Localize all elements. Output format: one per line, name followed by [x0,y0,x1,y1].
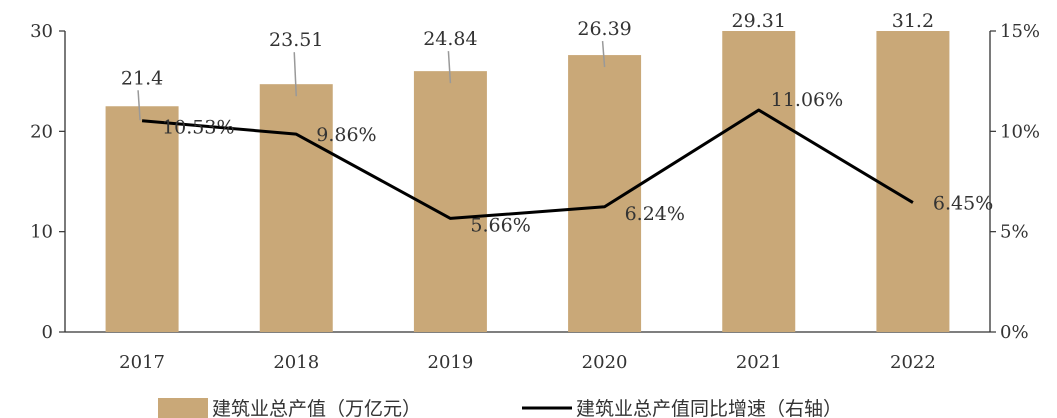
bar-label-leader [137,90,141,121]
bar [722,31,796,332]
legend-label-bars: 建筑业总产值（万亿元） [212,398,421,418]
bar-label-leader [293,52,297,97]
bar [105,106,179,332]
bar-label-leader [447,51,452,84]
right-tick-label: 10% [1000,121,1040,142]
line-data-label: 10.53% [162,117,234,139]
legend-swatch-bars [158,398,208,418]
bar-data-label: 26.39 [577,18,631,40]
growth-line [141,108,914,220]
legend-label-line: 建筑业总产值同比增速（右轴） [576,398,842,418]
bar-label-leader [601,41,606,68]
bar [259,84,333,332]
line-data-label: 6.45% [933,193,993,215]
right-tick-label: 0% [1000,322,1029,343]
line-data-label: 9.86% [316,124,376,146]
x-tick-label: 2018 [273,352,319,373]
bar [876,31,950,332]
left-tick-label: 20 [30,121,53,142]
bar-data-label: 29.31 [732,10,786,32]
right-tick-label: 15% [1000,21,1040,42]
x-tick-label: 2021 [736,352,782,373]
line-data-label: 5.66% [470,214,530,236]
left-tick-label: 0 [42,322,53,343]
x-tick-label: 2019 [428,352,474,373]
bar-data-label: 21.4 [121,67,163,89]
bar-data-label: 23.51 [269,29,323,51]
line-data-label: 11.06% [771,89,843,111]
x-tick-label: 2017 [119,352,165,373]
line-data-label: 6.24% [625,203,685,225]
left-tick-label: 10 [30,222,53,243]
bar-data-label: 24.84 [423,28,477,50]
bar-data-label: 31.2 [892,10,934,32]
left-tick-label: 30 [30,21,53,42]
right-tick-label: 5% [1000,222,1029,243]
bar [413,71,487,332]
bar [568,55,642,333]
x-tick-label: 2020 [582,352,628,373]
x-tick-label: 2022 [890,352,936,373]
